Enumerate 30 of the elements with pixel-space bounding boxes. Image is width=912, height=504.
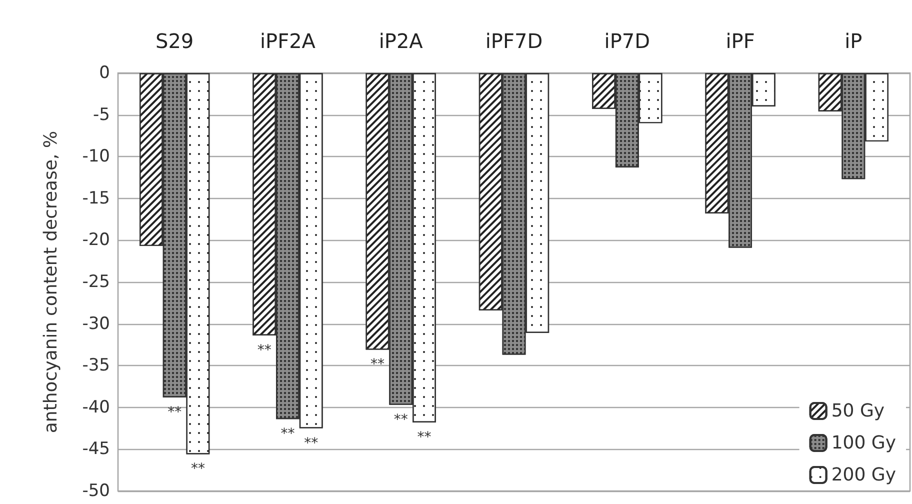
x-tick-label: iP: [844, 29, 862, 53]
y-tick-label: -40: [82, 397, 110, 418]
x-tick-label: S29: [155, 29, 194, 53]
y-tick-label: -10: [82, 146, 110, 167]
data-label: **: [280, 426, 295, 442]
data-label: **: [257, 342, 272, 359]
y-tick-label: -50: [82, 481, 110, 501]
data-label: **: [190, 461, 205, 478]
data-label: **: [168, 404, 182, 420]
x-tick-label: iP2A: [378, 29, 424, 53]
y-tick-label: 0: [99, 63, 110, 83]
legend-label: 50 Gy: [831, 400, 885, 422]
y-tick-label: -30: [82, 314, 110, 334]
y-axis-title: anthocyanin content decrease, %: [40, 130, 62, 434]
data-label: **: [417, 429, 432, 446]
x-tick-label: iPF2A: [260, 29, 316, 53]
y-tick-label: -20: [82, 230, 110, 250]
legend-label: 100 Gy: [831, 432, 896, 454]
y-tick-label: -25: [82, 272, 110, 292]
x-tick-label: iPF: [726, 29, 755, 53]
y-tick-label: -5: [93, 104, 110, 125]
y-tick-label: -15: [82, 188, 110, 208]
data-label: **: [370, 356, 384, 373]
y-tick-label: -45: [82, 439, 110, 460]
data-label: **: [304, 435, 318, 452]
y-tick-label: -35: [82, 356, 110, 376]
x-tick-label: iPF7D: [485, 29, 543, 53]
data-label: **: [394, 412, 408, 428]
legend-label: 200 Gy: [831, 464, 896, 486]
x-tick-label: iP7D: [604, 29, 650, 53]
